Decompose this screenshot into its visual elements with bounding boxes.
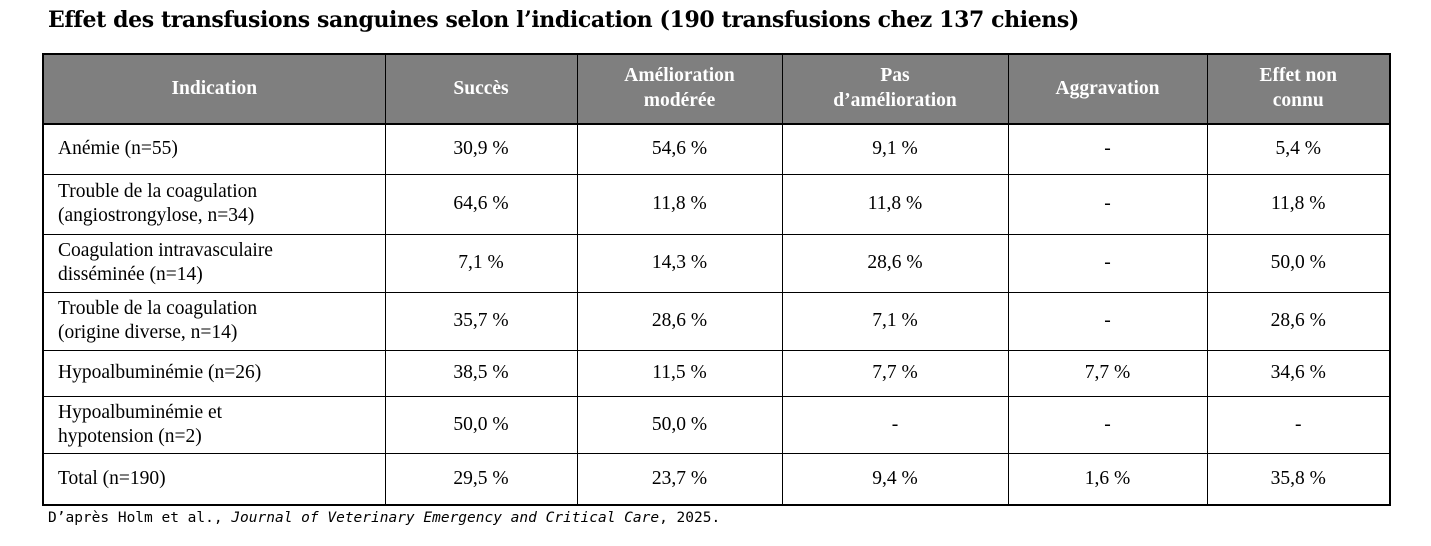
value-cell: 64,6 %	[384, 173, 578, 235]
value-cell: -	[1007, 395, 1208, 454]
value-cell: 11,8 %	[576, 173, 783, 235]
indication-cell: Anémie (n=55)	[42, 123, 386, 175]
value-cell: 9,1 %	[781, 123, 1009, 175]
column-header-3: Pas d’amélioration	[781, 53, 1009, 125]
table-row-0: Anémie (n=55) 30,9 % 54,6 % 9,1 % -5,4 %	[42, 123, 1391, 175]
value-cell: 7,7 %	[781, 349, 1009, 397]
value-cell: 28,6 %	[1206, 291, 1391, 351]
value-cell: 7,1 %	[384, 233, 578, 293]
header-row: Indication Succès Amélioration modérée Pas …	[42, 53, 1391, 125]
table-row-4: Hypoalbuminémie (n=26) 38,5 % 11,5 % 7,7 % 7…	[42, 349, 1391, 397]
column-header-1: Succès	[384, 53, 578, 125]
value-cell: 30,9 %	[384, 123, 578, 175]
value-cell: 35,8 %	[1206, 452, 1391, 506]
table-row-2: Coagulation intravasculaire disséminée (…	[42, 233, 1391, 293]
indication-cell: Hypoalbuminémie et hypotension (n=2)	[42, 395, 386, 454]
value-cell: -	[1206, 395, 1391, 454]
table-body: Anémie (n=55) 30,9 % 54,6 % 9,1 % -5,4 % Trou…	[42, 123, 1391, 506]
value-cell: -	[1007, 173, 1208, 235]
value-cell: 7,1 %	[781, 291, 1009, 351]
column-header-0: Indication	[42, 53, 386, 125]
value-cell: -	[1007, 233, 1208, 293]
citation-suffix: , 2025.	[659, 510, 721, 526]
indication-cell: Coagulation intravasculaire disséminée (…	[42, 233, 386, 293]
value-cell: 50,0 %	[1206, 233, 1391, 293]
value-cell: 14,3 %	[576, 233, 783, 293]
value-cell: 34,6 %	[1206, 349, 1391, 397]
value-cell: 50,0 %	[384, 395, 578, 454]
value-cell: 38,5 %	[384, 349, 578, 397]
citation-journal: Journal of Veterinary Emergency and Crit…	[231, 510, 660, 526]
value-cell: 9,4 %	[781, 452, 1009, 506]
value-cell: 28,6 %	[781, 233, 1009, 293]
value-cell: 5,4 %	[1206, 123, 1391, 175]
value-cell: 28,6 %	[576, 291, 783, 351]
value-cell: -	[1007, 291, 1208, 351]
indication-cell: Hypoalbuminémie (n=26)	[42, 349, 386, 397]
value-cell: 7,7 %	[1007, 349, 1208, 397]
transfusion-effects-table: Indication Succès Amélioration modérée Pas …	[42, 53, 1391, 506]
indication-cell: Trouble de la coagulation (origine diver…	[42, 291, 386, 351]
column-header-5: Effet non connu	[1206, 53, 1391, 125]
value-cell: 54,6 %	[576, 123, 783, 175]
value-cell: 23,7 %	[576, 452, 783, 506]
column-header-4: Aggravation	[1007, 53, 1208, 125]
value-cell: 11,8 %	[1206, 173, 1391, 235]
value-cell: 50,0 %	[576, 395, 783, 454]
table-row-5: Hypoalbuminémie et hypotension (n=2) 50,0…	[42, 395, 1391, 454]
value-cell: -	[781, 395, 1009, 454]
value-cell: 11,8 %	[781, 173, 1009, 235]
table-row-1: Trouble de la coagulation (angiostrongyl…	[42, 173, 1391, 235]
indication-cell: Trouble de la coagulation (angiostrongyl…	[42, 173, 386, 235]
value-cell: 11,5 %	[576, 349, 783, 397]
source-citation: D’après Holm et al., Journal of Veterina…	[48, 510, 720, 526]
page-title: Effet des transfusions sanguines selon l…	[48, 7, 1079, 33]
value-cell: 35,7 %	[384, 291, 578, 351]
citation-prefix: D’après Holm et al.,	[48, 510, 232, 526]
value-cell: 1,6 %	[1007, 452, 1208, 506]
value-cell: 29,5 %	[384, 452, 578, 506]
column-header-2: Amélioration modérée	[576, 53, 783, 125]
indication-cell: Total (n=190)	[42, 452, 386, 506]
value-cell: -	[1007, 123, 1208, 175]
table-row-6: Total (n=190) 29,5 % 23,7 % 9,4 % 1,6 % 35,8 …	[42, 452, 1391, 506]
table-row-3: Trouble de la coagulation (origine diver…	[42, 291, 1391, 351]
